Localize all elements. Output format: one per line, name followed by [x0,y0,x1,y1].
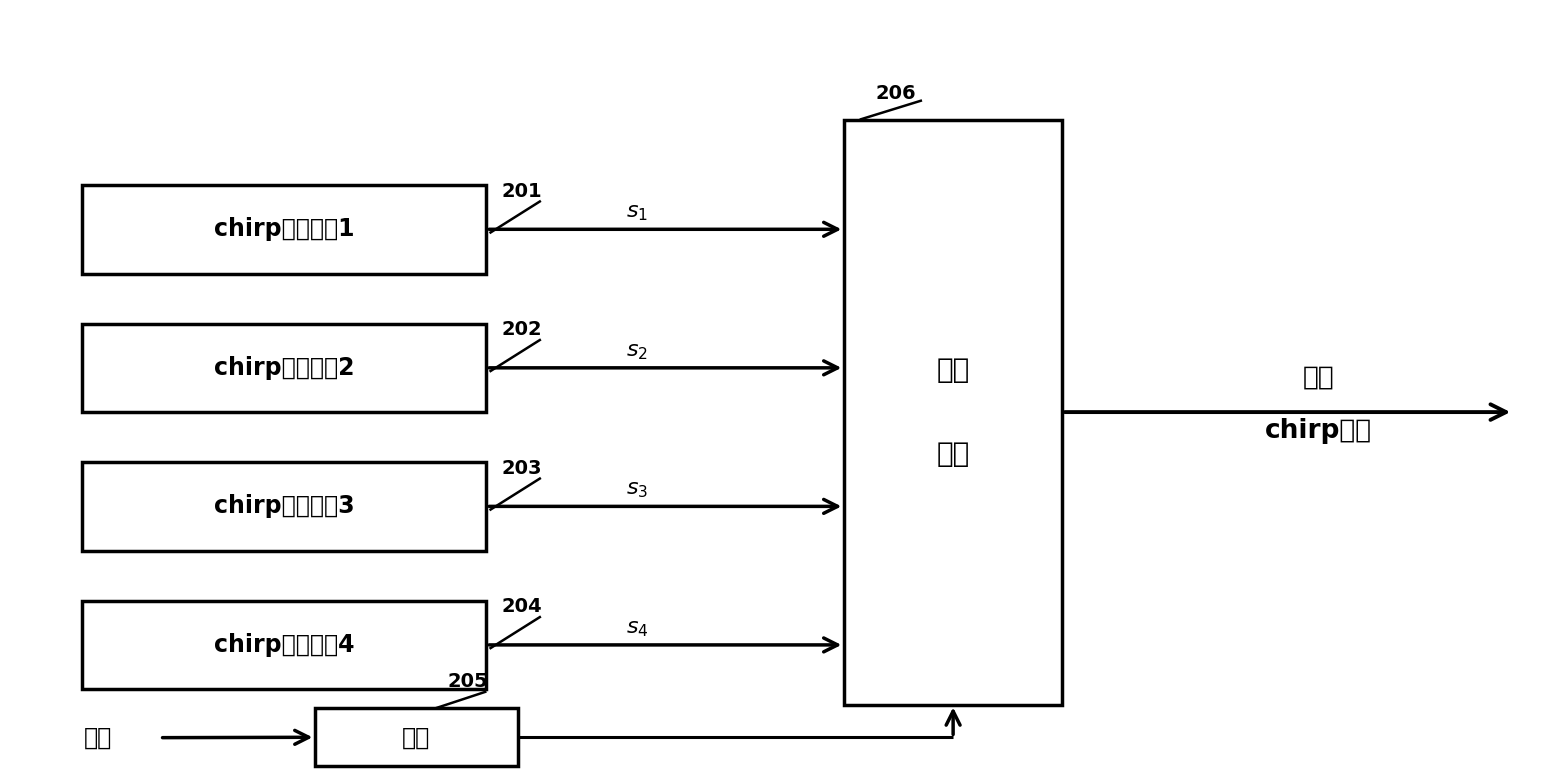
Text: chirp信号产生1: chirp信号产生1 [214,217,355,241]
Text: 最终: 最终 [1303,364,1334,391]
Bar [81,462,486,551]
Text: 多路: 多路 [937,356,970,384]
Text: 205: 205 [447,672,488,692]
Text: $s_4$: $s_4$ [627,619,649,639]
Text: 201: 201 [502,182,543,201]
Bar [81,601,486,689]
Bar [81,185,486,274]
Text: 204: 204 [502,598,543,616]
Text: chirp信号产生2: chirp信号产生2 [214,356,355,380]
Text: 206: 206 [876,84,917,103]
Bar [81,324,486,412]
Text: $s_1$: $s_1$ [627,203,649,223]
Text: 选通: 选通 [937,440,970,468]
Text: 缓冲: 缓冲 [402,725,430,749]
Text: chirp信号产生3: chirp信号产生3 [214,494,355,518]
Text: $s_3$: $s_3$ [627,480,649,500]
Text: chirp信号: chirp信号 [1265,419,1372,444]
Text: 数据: 数据 [83,726,111,750]
Text: chirp信号产生4: chirp信号产生4 [214,633,355,657]
Bar [845,120,1062,705]
Text: 203: 203 [502,459,543,478]
Text: 202: 202 [502,321,543,339]
Text: $s_2$: $s_2$ [627,342,647,362]
Bar [316,709,518,766]
